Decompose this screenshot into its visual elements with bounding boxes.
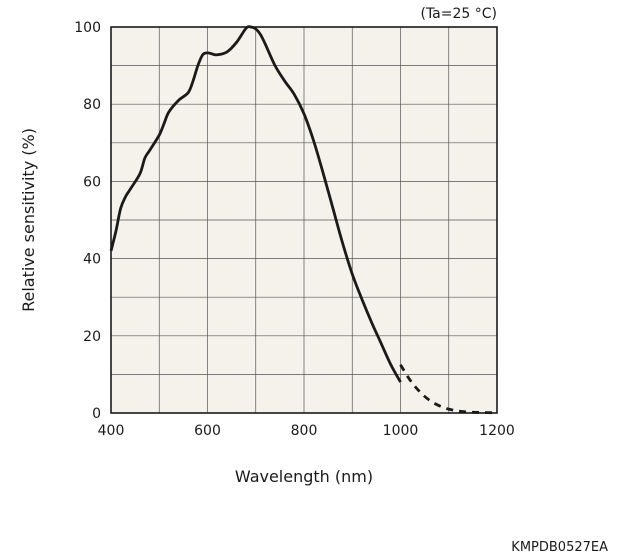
y-tick-label: 40 [83, 252, 101, 268]
plot-frame [110, 26, 498, 414]
x-tick-label: 1000 [383, 423, 419, 439]
x-tick-label: 1200 [479, 423, 515, 439]
y-tick-label: 0 [92, 406, 101, 422]
series-layer [109, 25, 498, 415]
temperature-note: (Ta=25 °C) [420, 6, 497, 22]
y-tick-label: 60 [83, 174, 101, 190]
x-axis-label: Wavelength (nm) [235, 467, 373, 486]
sensitivity-curve-dashed [399, 364, 498, 415]
sensitivity-curve [109, 25, 402, 383]
x-tick-label: 400 [98, 423, 125, 439]
x-tick-label: 600 [194, 423, 221, 439]
x-tick-label: 800 [291, 423, 318, 439]
y-tick-label: 80 [83, 97, 101, 113]
y-axis-label: Relative sensitivity (%) [19, 128, 38, 312]
y-tick-label: 100 [74, 20, 101, 36]
y-tick-label: 20 [83, 329, 101, 345]
x-tick-labels: 400 600 800 1000 1200 [98, 423, 515, 439]
y-tick-labels: 0 20 40 60 80 100 [74, 20, 101, 422]
grid [111, 27, 497, 413]
figure-code: KMPDB0527EA [511, 540, 608, 553]
